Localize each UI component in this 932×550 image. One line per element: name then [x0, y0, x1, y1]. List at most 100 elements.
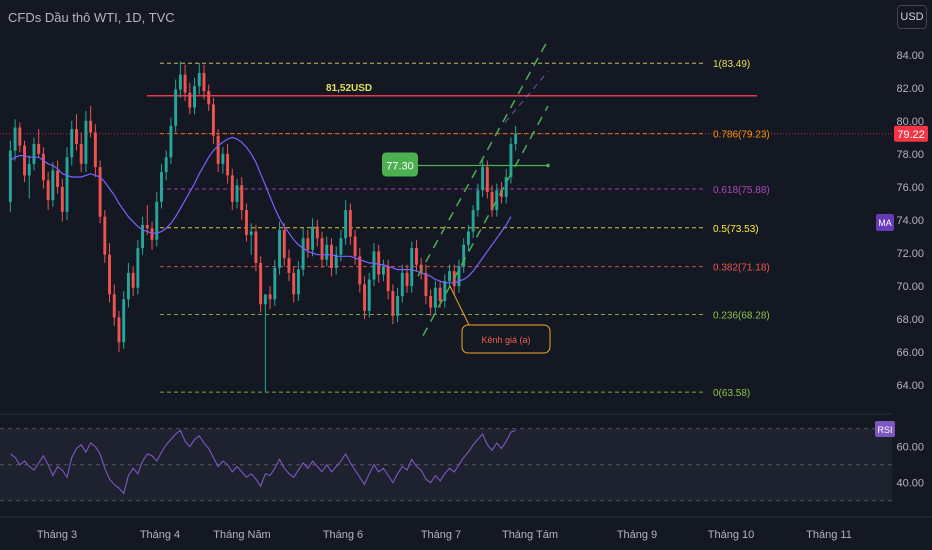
- rsi-band: [0, 428, 892, 501]
- candle-body: [424, 272, 428, 296]
- candle-body: [226, 153, 230, 176]
- candle-body: [145, 224, 149, 229]
- resistance-line[interactable]: 81,52USD: [0, 83, 892, 135]
- candle-body: [122, 299, 126, 343]
- candle: [448, 264, 451, 288]
- rsi-tick-label: 60.00: [896, 442, 924, 454]
- candle: [193, 77, 196, 115]
- price-axis[interactable]: 84.00 82.00 80.00 78.00 76.00 74.00 72.00 70.00…: [876, 50, 928, 392]
- price-tick-label: 78.00: [896, 149, 924, 161]
- callout-box[interactable]: [461, 324, 551, 354]
- candle-body: [462, 244, 466, 267]
- candle: [301, 228, 305, 277]
- candle: [117, 310, 121, 353]
- candle-body: [89, 120, 93, 133]
- candle-body: [259, 262, 263, 305]
- candle-body: [37, 144, 41, 154]
- candle-body: [41, 153, 45, 181]
- channel-mid-line[interactable]: [504, 70, 549, 123]
- price-channel[interactable]: [417, 39, 549, 337]
- fibonacci-retracement[interactable]: 1(83.49) 0.786(79.23) 0.618(75.88) 0.5(73.5…: [160, 59, 770, 399]
- candle: [462, 238, 466, 273]
- candle-body: [211, 104, 215, 136]
- candle: [216, 129, 220, 173]
- candle-body: [495, 190, 499, 211]
- candle: [221, 147, 225, 174]
- candle: [396, 287, 400, 323]
- candle: [278, 221, 281, 275]
- channel-lower-line[interactable]: [422, 105, 549, 337]
- candle-body: [339, 238, 343, 255]
- callout-pointer: [449, 285, 470, 326]
- candle-body: [514, 133, 518, 144]
- time-tick-label: Tháng 3: [37, 529, 77, 541]
- candle-body: [377, 251, 381, 275]
- candle: [514, 125, 518, 151]
- candle: [254, 224, 258, 272]
- candle-body: [509, 144, 513, 178]
- candle: [41, 147, 45, 189]
- candle: [292, 266, 296, 303]
- fib-level-label: 0.786(79.23): [713, 130, 770, 141]
- candle-body: [112, 294, 116, 318]
- candle-body: [320, 238, 324, 260]
- rsi-pane[interactable]: 60.00 40.00 RSI: [10, 421, 924, 495]
- candle-body: [174, 89, 178, 126]
- candle: [471, 205, 475, 239]
- candle: [51, 162, 55, 207]
- target-badge[interactable]: [382, 152, 418, 177]
- candle-body: [169, 125, 173, 158]
- fib-level-label: 0.5(73.53): [713, 224, 759, 235]
- candle-body: [197, 72, 201, 87]
- candle-body: [457, 266, 461, 287]
- candle-body: [249, 231, 253, 235]
- candle-body: [410, 248, 414, 287]
- candle: [145, 205, 149, 235]
- candle-body: [216, 135, 220, 164]
- candle-body: [504, 177, 508, 197]
- candle-body: [405, 272, 409, 287]
- candle-body: [372, 251, 376, 280]
- candle-body: [126, 272, 130, 300]
- candle-body: [98, 167, 102, 217]
- candle: [65, 147, 69, 220]
- candle: [348, 203, 352, 245]
- candle-body: [117, 317, 121, 343]
- candle-body: [391, 291, 395, 316]
- candle-body: [471, 210, 475, 232]
- last-price-label: 79.22: [897, 129, 925, 141]
- candle: [126, 262, 130, 308]
- candle: [287, 249, 291, 282]
- candle-body: [65, 157, 69, 212]
- candle: [13, 119, 17, 161]
- candle: [160, 163, 163, 209]
- time-tick-label: Tháng 7: [421, 529, 461, 541]
- candle: [330, 238, 333, 277]
- candle-body: [296, 269, 300, 295]
- candle-body: [235, 185, 239, 202]
- candle-body: [75, 129, 78, 144]
- candle: [122, 291, 126, 349]
- candle-body: [46, 180, 50, 201]
- candle-body: [13, 127, 17, 151]
- currency-button[interactable]: USD: [897, 5, 927, 29]
- candle: [344, 200, 348, 245]
- annotation-layer[interactable]: 77.30 Kênh giá (a): [382, 152, 551, 354]
- time-tick-label: Tháng Tám: [502, 529, 558, 541]
- candle: [405, 264, 409, 293]
- candle-body: [381, 266, 385, 275]
- candle-body: [18, 127, 22, 146]
- rsi-axis-badge[interactable]: [875, 421, 895, 437]
- candle: [169, 117, 173, 164]
- time-axis[interactable]: Tháng 3 Tháng 4 Tháng Năm Tháng 6 Tháng 7 Thá…: [37, 529, 852, 541]
- candle: [466, 224, 470, 252]
- candle: [235, 178, 239, 209]
- candle-body: [93, 132, 97, 168]
- candle-body: [400, 272, 404, 296]
- channel-upper-line[interactable]: [417, 39, 549, 277]
- candle: [381, 259, 385, 282]
- ma-axis-badge[interactable]: [876, 214, 894, 231]
- time-tick-label: Tháng 6: [323, 529, 363, 541]
